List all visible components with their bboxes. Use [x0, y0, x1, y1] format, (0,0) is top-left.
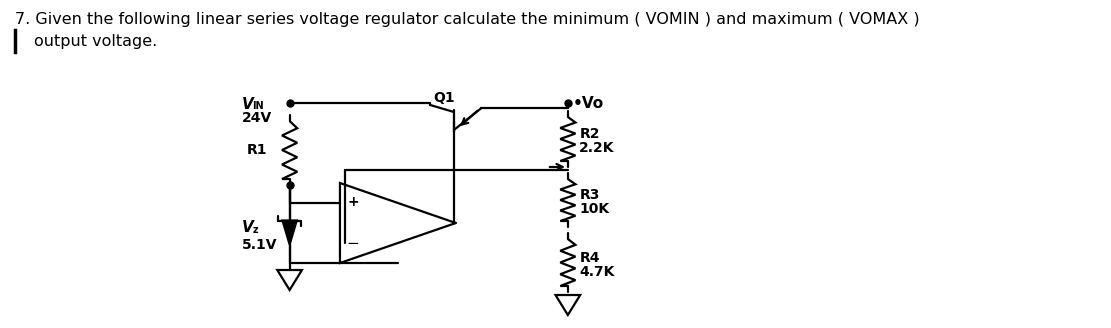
Text: −: −	[347, 236, 360, 252]
Text: 4.7K: 4.7K	[579, 264, 614, 278]
Text: R3: R3	[579, 188, 600, 202]
Text: 10K: 10K	[579, 202, 609, 216]
Text: V: V	[242, 97, 254, 112]
Text: z: z	[252, 225, 258, 235]
Text: 5.1V: 5.1V	[242, 238, 278, 252]
Text: 7. Given the following linear series voltage regulator calculate the minimum ( V: 7. Given the following linear series vol…	[16, 12, 920, 27]
Text: R1: R1	[247, 143, 268, 157]
Text: output voltage.: output voltage.	[34, 34, 158, 49]
Text: 2.2K: 2.2K	[579, 141, 614, 155]
Text: Q1: Q1	[433, 91, 456, 105]
Text: R4: R4	[579, 251, 600, 264]
Text: IN: IN	[252, 101, 264, 111]
Text: •Vo: •Vo	[572, 96, 603, 112]
Text: R2: R2	[579, 127, 600, 141]
Polygon shape	[282, 220, 297, 244]
Text: 24V: 24V	[242, 111, 272, 125]
Text: V: V	[242, 220, 254, 235]
Text: +: +	[348, 195, 359, 209]
